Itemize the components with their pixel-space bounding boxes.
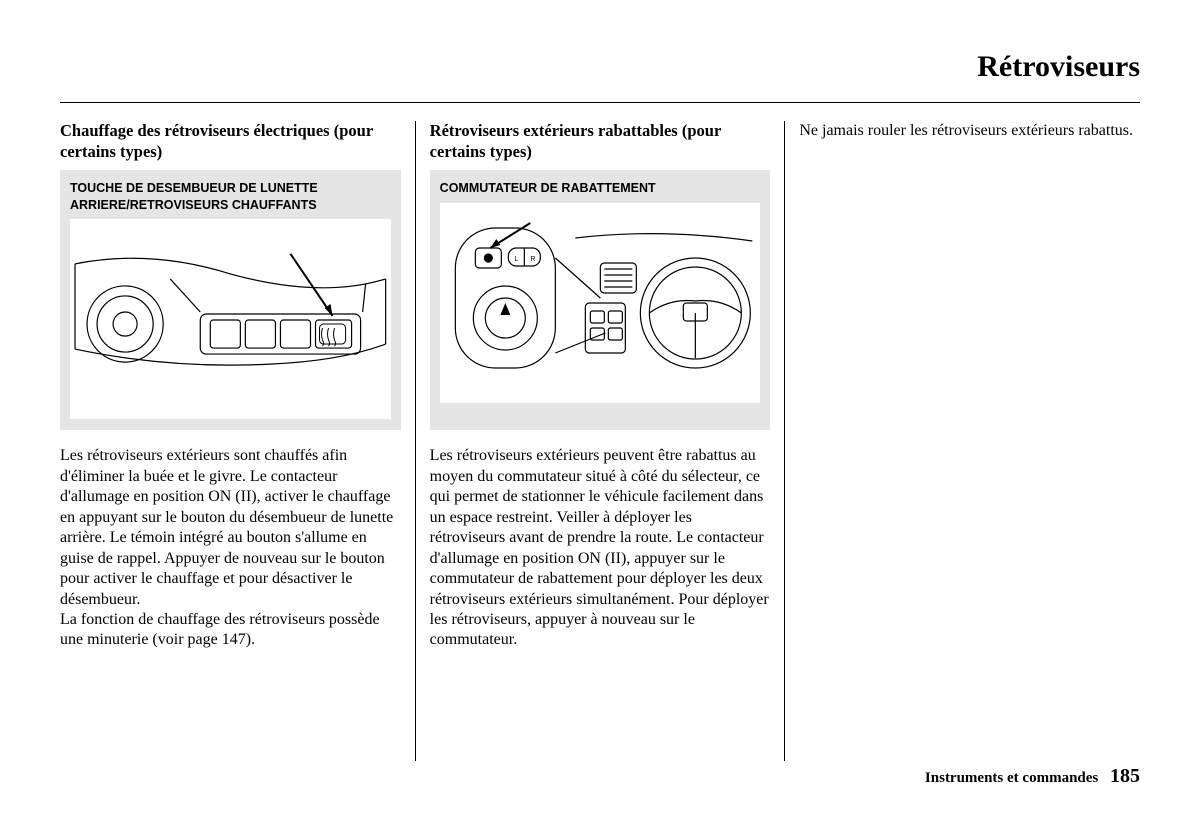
col1-figure: TOUCHE DE DESEMBUEUR DE LUNETTE ARRIERE/… xyxy=(60,170,401,430)
col1-illustration xyxy=(70,219,391,419)
col2-illustration: L R xyxy=(440,203,761,403)
svg-text:L: L xyxy=(514,256,518,263)
col2-figure-label: COMMUTATEUR DE RABATTEMENT xyxy=(440,180,761,196)
col2-heading: Rétroviseurs extérieurs rabattables (pou… xyxy=(430,121,771,162)
page-footer: Instruments et commandes 185 xyxy=(925,765,1140,788)
columns-container: Chauffage des rétroviseurs électriques (… xyxy=(60,121,1140,761)
col2-body: Les rétroviseurs extérieurs peuvent être… xyxy=(430,446,771,651)
col1-heading: Chauffage des rétroviseurs électriques (… xyxy=(60,121,401,162)
page-title: Rétroviseurs xyxy=(60,50,1140,84)
column-1: Chauffage des rétroviseurs électriques (… xyxy=(60,121,415,761)
col2-figure: COMMUTATEUR DE RABATTEMENT L R xyxy=(430,170,771,430)
column-3: Ne jamais rouler les rétroviseurs extéri… xyxy=(785,121,1140,761)
page-number: 185 xyxy=(1110,765,1140,787)
col3-body: Ne jamais rouler les rétroviseurs extéri… xyxy=(799,121,1140,141)
svg-text:R: R xyxy=(530,256,535,263)
col1-body: Les rétroviseurs extérieurs sont chauffé… xyxy=(60,446,401,651)
column-2: Rétroviseurs extérieurs rabattables (pou… xyxy=(416,121,785,761)
footer-section: Instruments et commandes xyxy=(925,770,1098,786)
col1-figure-label: TOUCHE DE DESEMBUEUR DE LUNETTE ARRIERE/… xyxy=(70,180,391,213)
title-divider xyxy=(60,102,1140,103)
